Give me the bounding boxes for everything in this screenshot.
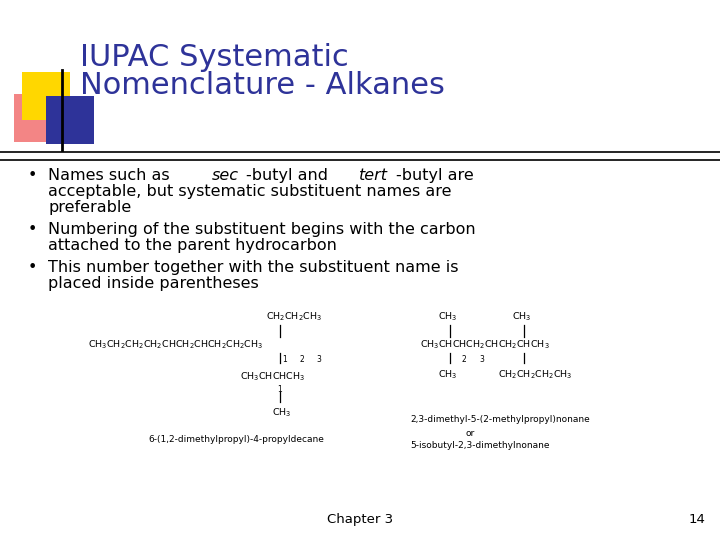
Text: This number together with the substituent name is: This number together with the substituen… (48, 260, 459, 275)
Text: $\mathregular{CH_2CH_2CH_3}$: $\mathregular{CH_2CH_2CH_3}$ (266, 310, 322, 323)
Bar (22, 72, 70, 120)
Text: $\mathregular{CH_3}$: $\mathregular{CH_3}$ (438, 310, 457, 323)
Text: Nomenclature - Alkanes: Nomenclature - Alkanes (80, 71, 445, 100)
Text: 2: 2 (300, 355, 305, 364)
Text: placed inside parentheses: placed inside parentheses (48, 276, 258, 291)
Text: 2: 2 (462, 355, 467, 364)
Text: $\mathregular{CH_3}$: $\mathregular{CH_3}$ (272, 407, 292, 419)
Text: 14: 14 (688, 513, 705, 526)
Bar (14, 94, 62, 142)
Text: 5-isobutyl-2,3-dimethylnonane: 5-isobutyl-2,3-dimethylnonane (410, 441, 549, 449)
Text: 3: 3 (317, 355, 321, 364)
Text: Chapter 3: Chapter 3 (327, 513, 393, 526)
Text: Names such as: Names such as (48, 168, 175, 183)
Text: acceptable, but systematic substituent names are: acceptable, but systematic substituent n… (48, 184, 451, 199)
Text: -butyl are: -butyl are (396, 168, 474, 183)
Text: 2,3-dimethyl-5-(2-methylpropyl)nonane: 2,3-dimethyl-5-(2-methylpropyl)nonane (410, 415, 590, 424)
Text: $\mathregular{CH_3CH_2CH_2CH_2CHCH_2CHCH_2CH_2CH_3}$: $\mathregular{CH_3CH_2CH_2CH_2CHCH_2CHCH… (88, 339, 264, 351)
Text: 1: 1 (278, 385, 282, 394)
Text: tert: tert (359, 168, 388, 183)
Text: •: • (28, 222, 37, 237)
Text: $\mathregular{CH_3}$: $\mathregular{CH_3}$ (512, 310, 531, 323)
Text: preferable: preferable (48, 200, 131, 215)
Text: $\mathregular{CH_3CHCHCH_2CHCH_2CHCH_3}$: $\mathregular{CH_3CHCHCH_2CHCH_2CHCH_3}$ (420, 339, 549, 351)
Text: $\mathregular{CH_3CHCHCH_3}$: $\mathregular{CH_3CHCHCH_3}$ (240, 371, 305, 383)
Bar (46, 96, 94, 144)
Text: attached to the parent hydrocarbon: attached to the parent hydrocarbon (48, 238, 337, 253)
Text: •: • (28, 260, 37, 275)
Text: -butyl and: -butyl and (246, 168, 333, 183)
Text: $\mathregular{CH_3}$: $\mathregular{CH_3}$ (438, 369, 457, 381)
Text: $\mathregular{CH_2CH_2CH_2CH_3}$: $\mathregular{CH_2CH_2CH_2CH_3}$ (498, 369, 572, 381)
Text: or: or (465, 429, 474, 437)
Text: IUPAC Systematic: IUPAC Systematic (80, 43, 348, 72)
Text: Numbering of the substituent begins with the carbon: Numbering of the substituent begins with… (48, 222, 476, 237)
Text: 3: 3 (480, 355, 485, 364)
Text: 6-(1,2-dimethylpropyl)-4-propyldecane: 6-(1,2-dimethylpropyl)-4-propyldecane (148, 435, 324, 444)
Text: sec: sec (212, 168, 238, 183)
Text: 1: 1 (283, 355, 287, 364)
Text: •: • (28, 168, 37, 183)
